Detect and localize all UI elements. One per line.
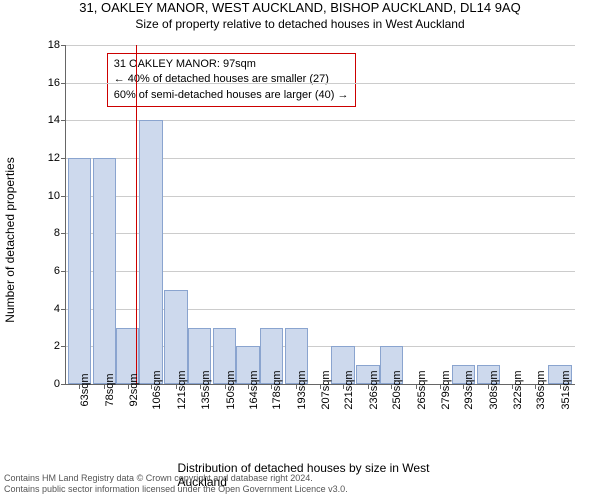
xtick-label: 135sqm	[200, 370, 212, 409]
ytick-label: 8	[54, 227, 60, 239]
info-box-line2: ← 40% of detached houses are smaller (27…	[114, 72, 349, 87]
xtick-label: 193sqm	[296, 370, 308, 409]
ytick-label: 12	[48, 152, 60, 164]
page-subtitle: Size of property relative to detached ho…	[0, 17, 600, 33]
xtick-label: 279sqm	[440, 370, 452, 409]
ytick-label: 16	[48, 77, 60, 89]
xtick-label: 322sqm	[512, 370, 524, 409]
ytick-mark	[61, 309, 66, 310]
xtick-label: 150sqm	[225, 370, 237, 409]
ytick-mark	[61, 45, 66, 46]
xtick-label: 207sqm	[320, 370, 332, 409]
xtick-label: 293sqm	[463, 370, 475, 409]
xtick-label: 178sqm	[271, 370, 283, 409]
xtick-label: 265sqm	[416, 370, 428, 409]
xtick-label: 63sqm	[79, 373, 91, 406]
ytick-label: 10	[48, 190, 60, 202]
ytick-mark	[61, 83, 66, 84]
plot-area: 31 OAKLEY MANOR: 97sqm ← 40% of detached…	[65, 45, 575, 385]
ytick-label: 18	[48, 39, 60, 51]
xtick-label: 250sqm	[391, 370, 403, 409]
ytick-mark	[61, 346, 66, 347]
xtick-label: 92sqm	[128, 373, 140, 406]
histogram-bar	[93, 158, 116, 384]
ytick-label: 6	[54, 265, 60, 277]
ytick-mark	[61, 384, 66, 385]
ytick-mark	[61, 233, 66, 234]
info-box-line1: 31 OAKLEY MANOR: 97sqm	[114, 57, 349, 72]
xtick-label: 236sqm	[368, 370, 380, 409]
ytick-mark	[61, 271, 66, 272]
ytick-label: 14	[48, 114, 60, 126]
info-box: 31 OAKLEY MANOR: 97sqm ← 40% of detached…	[107, 53, 356, 107]
footer-line1: Contains HM Land Registry data © Crown c…	[4, 473, 596, 485]
chart-container: Number of detached properties 31 OAKLEY …	[45, 45, 575, 435]
xtick-label: 308sqm	[488, 370, 500, 409]
ytick-mark	[61, 196, 66, 197]
page-title: 31, OAKLEY MANOR, WEST AUCKLAND, BISHOP …	[0, 0, 600, 17]
ytick-mark	[61, 158, 66, 159]
info-box-line3: 60% of semi-detached houses are larger (…	[114, 88, 349, 103]
xtick-label: 78sqm	[104, 373, 116, 406]
ytick-label: 2	[54, 340, 60, 352]
histogram-bar	[68, 158, 91, 384]
xtick-label: 351sqm	[560, 370, 572, 409]
grid-line	[66, 45, 575, 46]
ytick-label: 0	[54, 378, 60, 390]
xtick-label: 336sqm	[535, 370, 547, 409]
ytick-mark	[61, 120, 66, 121]
xtick-label: 106sqm	[151, 370, 163, 409]
xtick-label: 221sqm	[343, 370, 355, 409]
reference-line	[136, 45, 137, 384]
ytick-label: 4	[54, 303, 60, 315]
xtick-label: 164sqm	[248, 370, 260, 409]
y-axis-label: Number of detached properties	[3, 157, 17, 322]
xtick-label: 121sqm	[176, 370, 188, 409]
footer: Contains HM Land Registry data © Crown c…	[4, 473, 596, 496]
grid-line	[66, 83, 575, 84]
footer-line2: Contains public sector information licen…	[4, 484, 596, 496]
histogram-bar	[139, 120, 162, 384]
